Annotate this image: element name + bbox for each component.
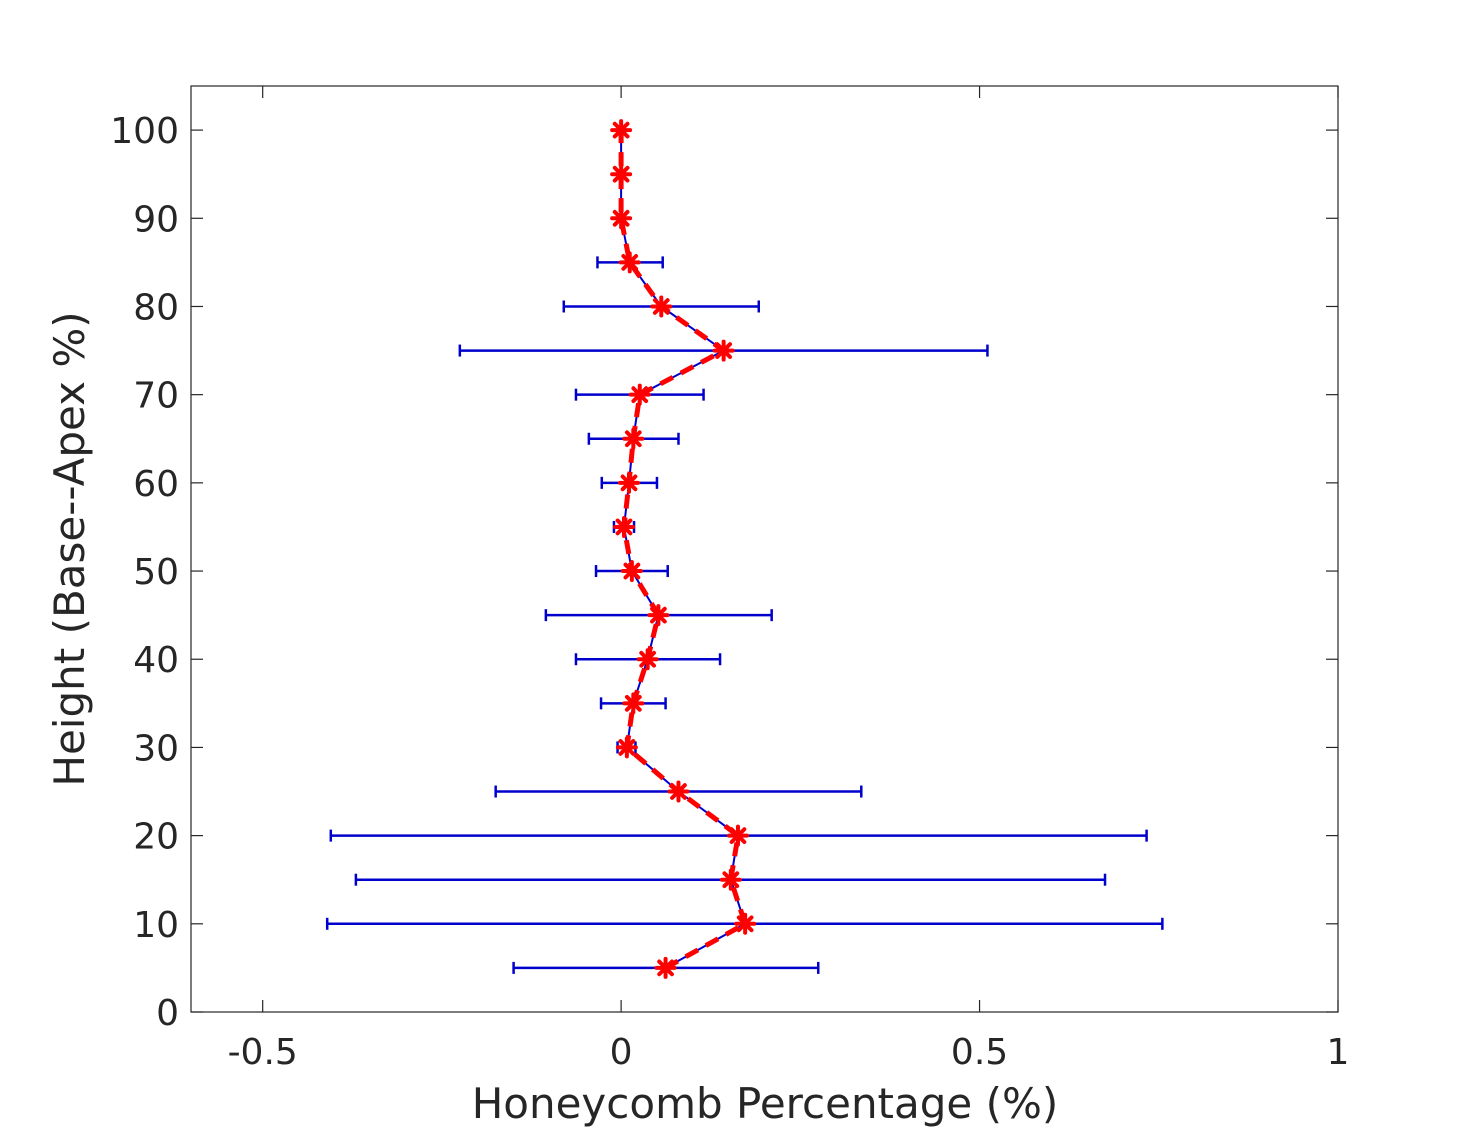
axes-box (190, 85, 1339, 1013)
data-point-center (733, 831, 742, 840)
data-point (628, 383, 651, 406)
data-point (719, 868, 742, 891)
data-point-center (629, 699, 638, 708)
data-point-center (661, 963, 670, 972)
data-point (618, 471, 641, 494)
y-tick-label: 70 (133, 376, 179, 417)
data-point-center (674, 787, 683, 796)
y-tick-label: 20 (133, 817, 179, 858)
y-tick-label: 10 (133, 905, 179, 946)
data-point (636, 648, 659, 671)
data-point (610, 207, 633, 230)
data-point-center (657, 302, 666, 311)
x-tick-label: 0.5 (951, 1032, 1008, 1073)
y-tick-label: 40 (133, 640, 179, 681)
data-point-center (654, 611, 663, 620)
y-tick-label: 60 (133, 464, 179, 505)
data-point-center (629, 434, 638, 443)
y-tick-label: 50 (133, 552, 179, 593)
y-axis-ticks: 0 10 20 30 40 50 60 70 80 90 100 (110, 111, 1338, 1034)
data-point-center (627, 567, 636, 576)
data-point (667, 780, 690, 803)
data-point-center (617, 126, 626, 135)
data-point (726, 824, 749, 847)
data-point (712, 339, 735, 362)
data-point (620, 560, 643, 583)
y-tick-label: 80 (133, 287, 179, 328)
data-point-center (726, 875, 735, 884)
x-axis-ticks: -0.5 0 0.5 1 (228, 86, 1350, 1073)
data-point (610, 163, 633, 186)
data-point (612, 515, 635, 538)
y-tick-label: 30 (133, 728, 179, 769)
data-markers (610, 119, 757, 979)
data-point (622, 692, 645, 715)
data-point-center (741, 919, 750, 928)
y-tick-label: 90 (133, 199, 179, 240)
data-point (622, 427, 645, 450)
x-tick-label: -0.5 (228, 1032, 298, 1073)
data-point-center (625, 478, 634, 487)
data-point (734, 912, 757, 935)
x-axis-title: Honeycomb Percentage (%) (472, 1079, 1059, 1128)
data-point-center (617, 170, 626, 179)
data-point (650, 295, 673, 318)
data-point (610, 119, 633, 142)
data-point-center (625, 258, 634, 267)
data-point (654, 956, 677, 979)
x-tick-label: 0 (610, 1032, 633, 1073)
data-point (618, 251, 641, 274)
data-point-center (635, 390, 644, 399)
data-point-center (617, 214, 626, 223)
data-point (647, 604, 670, 627)
data-point-center (622, 743, 631, 752)
x-tick-label: 1 (1327, 1032, 1350, 1073)
plot-area (190, 85, 1339, 1013)
data-point-center (643, 655, 652, 664)
y-tick-label: 0 (156, 993, 179, 1034)
y-axis-title: Height (Base--Apex %) (45, 311, 94, 786)
data-point (615, 736, 638, 759)
y-tick-label: 100 (110, 111, 179, 152)
data-point-center (719, 346, 728, 355)
data-point-center (619, 522, 628, 531)
